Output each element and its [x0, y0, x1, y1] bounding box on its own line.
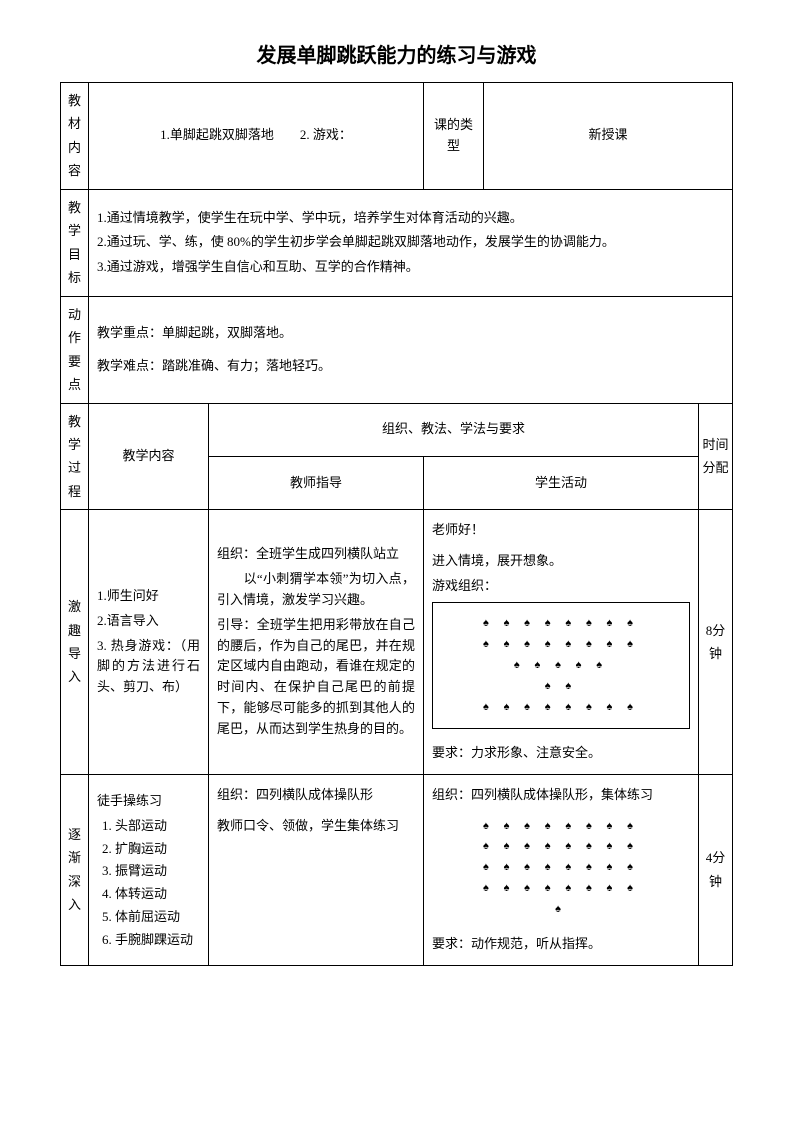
phase-1-label: 激趣导入: [61, 510, 89, 775]
phase-2-student-1: 组织：四列横队成体操队形，集体练习: [432, 785, 690, 806]
keypoint-content: 教学重点：单脚起跳，双脚落地。 教学难点：踏跳准确、有力；落地轻巧。: [89, 296, 733, 403]
exercise-item: 手腕脚踝运动: [115, 930, 200, 951]
formation-row: ♠ ♠ ♠ ♠ ♠ ♠ ♠ ♠: [440, 857, 682, 878]
label-teacher: 教师指导: [209, 456, 424, 509]
formation-row: ♠ ♠ ♠ ♠ ♠ ♠ ♠ ♠: [441, 634, 681, 655]
label-process: 教学过程: [61, 403, 89, 510]
exercise-item: 体转运动: [115, 884, 200, 905]
formation-row: ♠ ♠ ♠ ♠ ♠ ♠ ♠ ♠: [440, 816, 682, 837]
phase-2-teacher-2: 教师口令、领做，学生集体练习: [217, 816, 415, 837]
phase-2-time: 4分钟: [698, 774, 732, 965]
exercise-item: 头部运动: [115, 816, 200, 837]
phase-1-student-1: 老师好！: [432, 520, 690, 541]
goal-line-1: 1.通过情境教学，使学生在玩中学、学中玩，培养学生对体育活动的兴趣。: [97, 208, 724, 229]
lesson-type-value: 新授课: [483, 83, 732, 190]
formation-row: ♠ ♠: [441, 676, 681, 697]
phase-2-label: 逐渐深入: [61, 774, 89, 965]
label-goal: 教学目标: [61, 189, 89, 296]
phase-1-teacher: 组织：全班学生成四列横队站立 以“小刺猬学本领”为切入点，引入情境，激发学习兴趣…: [209, 510, 424, 775]
label-student: 学生活动: [423, 456, 698, 509]
phase-1-content-3: 3. 热身游戏：（用脚的方法进行石头、剪刀、布）: [97, 636, 200, 698]
phase-1-teacher-1: 组织：全班学生成四列横队站立: [217, 544, 415, 565]
phase-1-student-3: 游戏组织：: [432, 576, 690, 597]
exercise-item: 扩胸运动: [115, 839, 200, 860]
goal-line-3: 3.通过游戏，增强学生自信心和互助、互学的合作精神。: [97, 257, 724, 278]
label-lesson-type: 课的类型: [423, 83, 483, 190]
phase-1-time: 8分钟: [698, 510, 732, 775]
phase-2-content-head: 徒手操练习: [97, 791, 200, 812]
lesson-plan-table: 教材内容 1.单脚起跳双脚落地 2. 游戏： 课的类型 新授课 教学目标 1.通…: [60, 82, 733, 966]
exercise-item: 体前屈运动: [115, 907, 200, 928]
keypoint-line-1: 教学重点：单脚起跳，双脚落地。: [97, 323, 724, 344]
label-keypoint: 动作要点: [61, 296, 89, 403]
label-time: 时间分配: [698, 403, 732, 510]
formation-row: ♠ ♠ ♠ ♠ ♠ ♠ ♠ ♠: [440, 878, 682, 899]
phase-1-content-2: 2.语言导入: [97, 611, 200, 632]
page-title: 发展单脚跳跃能力的练习与游戏: [60, 40, 733, 72]
phase-1-student-2: 进入情境，展开想象。: [432, 551, 690, 572]
phase-2-formation: ♠ ♠ ♠ ♠ ♠ ♠ ♠ ♠ ♠ ♠ ♠ ♠ ♠ ♠ ♠ ♠ ♠ ♠ ♠ ♠ …: [432, 810, 690, 926]
phase-2-student-2: 要求：动作规范，听从指挥。: [432, 934, 690, 955]
keypoint-line-2: 教学难点：踏跳准确、有力；落地轻巧。: [97, 356, 724, 377]
phase-2-exercise-list: 头部运动 扩胸运动 振臂运动 体转运动 体前屈运动 手腕脚踝运动: [97, 816, 200, 951]
phase-1-teacher-3: 引导：全班学生把用彩带放在自己的腰后，作为自己的尾巴，并在规定区域内自由跑动，看…: [217, 615, 415, 740]
label-content: 教学内容: [89, 403, 209, 510]
phase-1-content-1: 1.师生问好: [97, 586, 200, 607]
phase-1-student: 老师好！ 进入情境，展开想象。 游戏组织： ♠ ♠ ♠ ♠ ♠ ♠ ♠ ♠ ♠ …: [423, 510, 698, 775]
material-row: 教材内容 1.单脚起跳双脚落地 2. 游戏： 课的类型 新授课: [61, 83, 733, 190]
keypoint-row: 动作要点 教学重点：单脚起跳，双脚落地。 教学难点：踏跳准确、有力；落地轻巧。: [61, 296, 733, 403]
lesson-plan-page: 发展单脚跳跃能力的练习与游戏 教材内容 1.单脚起跳双脚落地 2. 游戏： 课的…: [60, 40, 733, 966]
phase-2-row: 逐渐深入 徒手操练习 头部运动 扩胸运动 振臂运动 体转运动 体前屈运动 手腕脚…: [61, 774, 733, 965]
phase-1-teacher-2: 以“小刺猬学本领”为切入点，引入情境，激发学习兴趣。: [217, 569, 415, 611]
phase-1-content: 1.师生问好 2.语言导入 3. 热身游戏：（用脚的方法进行石头、剪刀、布）: [89, 510, 209, 775]
formation-row: ♠: [440, 899, 682, 920]
phase-2-content: 徒手操练习 头部运动 扩胸运动 振臂运动 体转运动 体前屈运动 手腕脚踝运动: [89, 774, 209, 965]
phase-2-student: 组织：四列横队成体操队形，集体练习 ♠ ♠ ♠ ♠ ♠ ♠ ♠ ♠ ♠ ♠ ♠ …: [423, 774, 698, 965]
process-header-row-1: 教学过程 教学内容 组织、教法、学法与要求 时间分配: [61, 403, 733, 456]
phase-2-teacher: 组织：四列横队成体操队形 教师口令、领做，学生集体练习: [209, 774, 424, 965]
formation-row: ♠ ♠ ♠ ♠ ♠ ♠ ♠ ♠: [441, 697, 681, 718]
exercise-item: 振臂运动: [115, 861, 200, 882]
phase-1-student-4: 要求：力求形象、注意安全。: [432, 743, 690, 764]
goal-content: 1.通过情境教学，使学生在玩中学、学中玩，培养学生对体育活动的兴趣。 2.通过玩…: [89, 189, 733, 296]
formation-row: ♠ ♠ ♠ ♠ ♠: [441, 655, 681, 676]
label-org-methods: 组织、教法、学法与要求: [209, 403, 699, 456]
label-material: 教材内容: [61, 83, 89, 190]
goal-line-2: 2.通过玩、学、练，使 80%的学生初步学会单脚起跳双脚落地动作，发展学生的协调…: [97, 232, 724, 253]
goal-row: 教学目标 1.通过情境教学，使学生在玩中学、学中玩，培养学生对体育活动的兴趣。 …: [61, 189, 733, 296]
phase-2-teacher-1: 组织：四列横队成体操队形: [217, 785, 415, 806]
formation-row: ♠ ♠ ♠ ♠ ♠ ♠ ♠ ♠: [441, 613, 681, 634]
formation-row: ♠ ♠ ♠ ♠ ♠ ♠ ♠ ♠: [440, 836, 682, 857]
phase-1-formation: ♠ ♠ ♠ ♠ ♠ ♠ ♠ ♠ ♠ ♠ ♠ ♠ ♠ ♠ ♠ ♠ ♠ ♠ ♠ ♠ …: [432, 602, 690, 728]
phase-1-row: 激趣导入 1.师生问好 2.语言导入 3. 热身游戏：（用脚的方法进行石头、剪刀…: [61, 510, 733, 775]
material-content: 1.单脚起跳双脚落地 2. 游戏：: [89, 83, 424, 190]
